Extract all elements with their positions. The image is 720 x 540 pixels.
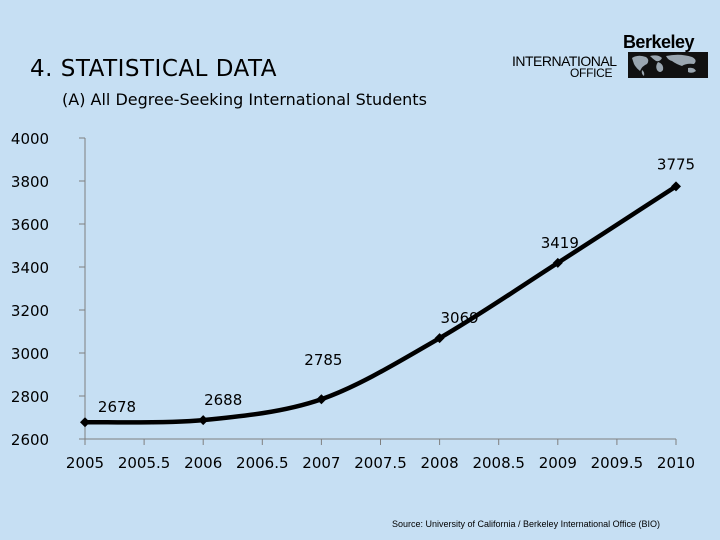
x-tick-label: 2007.5 <box>354 454 407 472</box>
logo-name: Berkeley <box>622 32 695 52</box>
berkeley-international-office-logo: Berkeley INTERNATIONAL OFFICE <box>510 32 710 82</box>
x-tick-label: 2005 <box>66 454 104 472</box>
y-tick-label: 3600 <box>11 216 49 234</box>
x-tick-label: 2009.5 <box>591 454 644 472</box>
data-point-marker <box>434 333 445 344</box>
y-tick-label: 4000 <box>11 130 49 148</box>
logo-line1: INTERNATIONAL <box>512 53 617 69</box>
data-label: 2785 <box>304 351 342 369</box>
x-tick-label: 2006.5 <box>236 454 289 472</box>
x-tick-label: 2008.5 <box>472 454 525 472</box>
y-tick-label: 3400 <box>11 259 49 277</box>
x-tick-label: 2009 <box>539 454 577 472</box>
world-map-icon <box>628 52 708 78</box>
x-tick-label: 2005.5 <box>118 454 171 472</box>
data-point-marker <box>671 181 681 192</box>
data-point-marker <box>552 257 563 268</box>
slide-title: 4. STATISTICAL DATA <box>30 56 278 82</box>
y-tick-label: 2600 <box>11 431 49 449</box>
line-chart: 2600 2800 3000 3200 3400 3600 3800 4000 2005 200… <box>11 130 695 472</box>
logo-line2: OFFICE <box>570 66 613 80</box>
y-tick-label: 3800 <box>11 173 49 191</box>
data-label: 3775 <box>657 155 695 173</box>
chart-subtitle: (A) All Degree-Seeking International Stu… <box>62 90 427 109</box>
series-line <box>82 184 679 425</box>
data-point-marker <box>80 417 90 428</box>
data-label: 3069 <box>441 309 479 327</box>
data-point-marker <box>316 394 327 405</box>
y-tick-label: 2800 <box>11 388 49 406</box>
data-label: 2678 <box>98 398 136 416</box>
data-point-marker <box>198 415 209 426</box>
x-tick-label: 2007 <box>302 454 340 472</box>
data-label: 2688 <box>204 391 242 409</box>
source-note: Source: University of California / Berke… <box>392 519 660 529</box>
y-tick-label: 3000 <box>11 345 49 363</box>
data-label: 3419 <box>541 234 579 252</box>
x-tick-label: 2006 <box>184 454 222 472</box>
y-tick-label: 3200 <box>11 302 49 320</box>
x-tick-label: 2010 <box>657 454 695 472</box>
x-tick-label: 2008 <box>421 454 459 472</box>
